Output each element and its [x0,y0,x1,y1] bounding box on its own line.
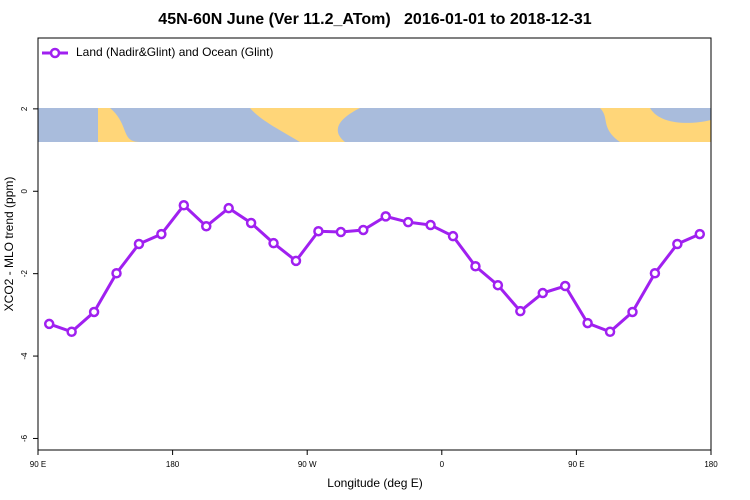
data-point [156,228,167,240]
data-point [649,268,661,279]
data-point [672,238,683,250]
data-point [425,219,436,231]
chart-title: 45N-60N June (Ver 11.2_ATom) 2016-01-01 … [158,11,592,28]
data-point [447,230,459,242]
data-point [515,305,526,317]
x-tick-label: 180 [166,460,180,469]
data-point [627,306,638,318]
y-tick-label: -4 [20,352,29,360]
data-point [66,326,77,338]
legend-label: Land (Nadir&Glint) and Ocean (Glint) [76,45,273,59]
x-tick-label: 180 [704,460,718,469]
data-point [694,228,706,240]
legend-marker [49,47,61,59]
data-point [470,260,481,272]
x-tick-label: 90 W [298,460,317,469]
data-point [335,226,347,238]
y-axis-label: XCO2 - MLO trend (ppm) [2,177,16,312]
data-point [290,255,302,267]
y-tick-label: -2 [20,270,29,278]
data-point [178,200,190,211]
data-point [245,217,257,229]
data-point [201,221,212,232]
data-point [559,280,571,292]
y-tick-label: 2 [20,106,29,111]
x-axis-label: Longitude (deg E) [327,476,422,490]
data-point [358,224,369,236]
data-point [604,326,616,338]
x-tick-label: 90 E [568,460,584,469]
data-point [43,318,55,330]
x-tick-label: 90 E [30,460,46,469]
y-tick-label: -6 [20,434,29,442]
data-point [313,225,324,237]
data-point [380,211,391,222]
data-point [133,238,145,250]
x-tick-label: 0 [440,460,445,469]
map-strip [38,108,711,142]
data-point [582,317,593,329]
data-point [111,268,122,279]
plot-frame [37,37,712,451]
data-point [402,216,414,228]
data-point [492,279,504,291]
data-point [88,306,100,318]
data-point [537,287,548,299]
data-point [268,237,279,249]
y-tick-label: 0 [20,188,29,193]
series-line [48,203,701,334]
data-point [223,202,234,214]
